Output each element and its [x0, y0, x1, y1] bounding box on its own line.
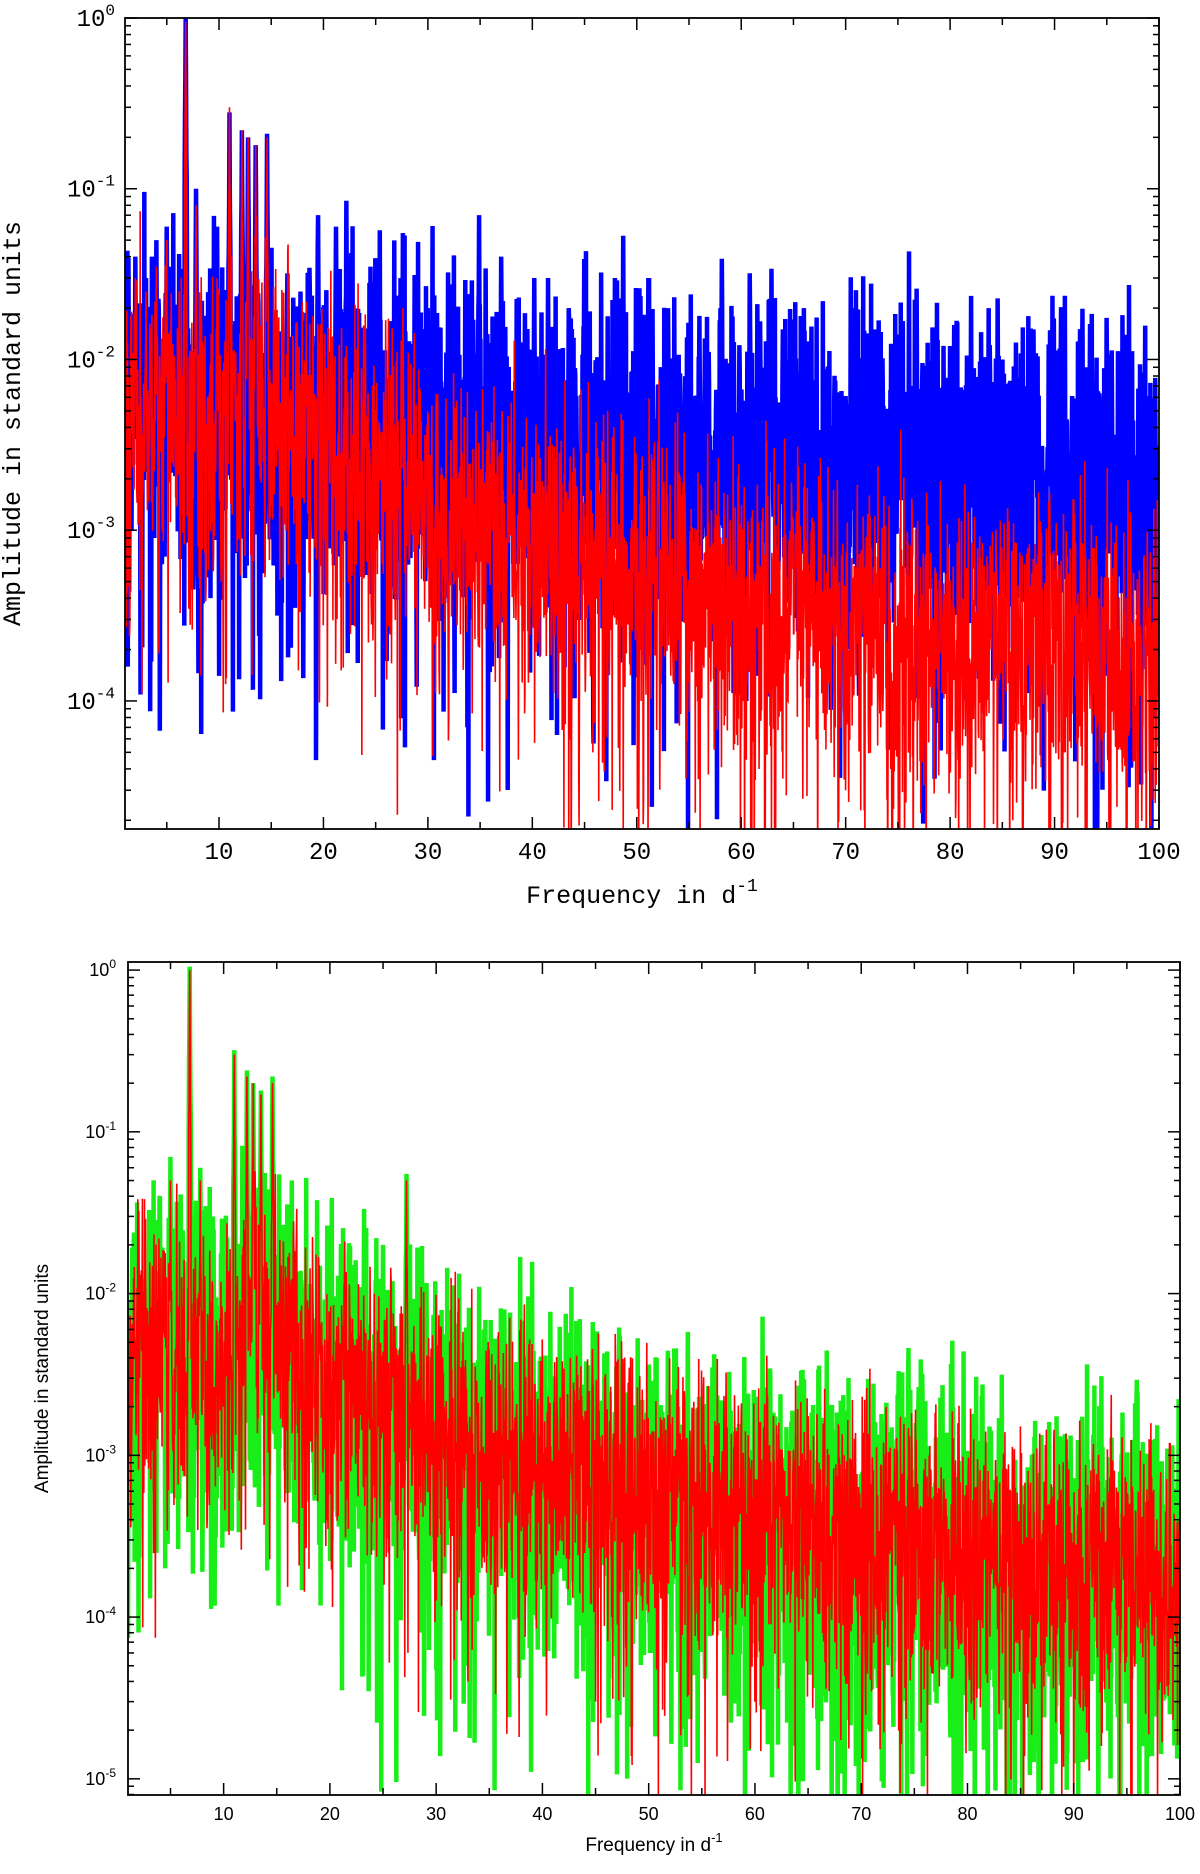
x-tick-label: 80 — [936, 840, 965, 867]
x-axis-label: Frequency in d-1 — [526, 877, 758, 911]
y-tick-label: 10-5 — [85, 1766, 116, 1789]
bottom-chart-panel: 10 20 30 40 50 60 70 80 90 100 100 10-1 10-2 10-3 10-4… — [32, 957, 1195, 1856]
x-tick-label: 70 — [851, 1804, 871, 1824]
y-tick-label: 10-1 — [85, 1119, 116, 1142]
x-tick-label: 60 — [745, 1804, 765, 1824]
x-tick-label: 10 — [214, 1804, 234, 1824]
series-line-1 — [125, 18, 1159, 829]
y-tick-label: 10-2 — [85, 1281, 116, 1304]
y-tick-label: 10-4 — [67, 685, 115, 717]
top-chart-panel: 10 20 30 40 50 60 70 80 90 100 100 10-1 10-2 10-3 10-4… — [0, 2, 1181, 911]
x-tick-label: 100 — [1165, 1804, 1195, 1824]
x-tick-label: 50 — [622, 840, 651, 867]
y-axis-label: Amplitude in standard units — [0, 221, 28, 626]
y-tick-label: 10-3 — [67, 514, 115, 546]
x-tick-label: 40 — [532, 1804, 552, 1824]
x-axis-label: Frequency in d-1 — [585, 1830, 722, 1856]
series-line-2 — [128, 970, 1180, 1795]
x-tick-label: 80 — [957, 1804, 977, 1824]
y-tick-label: 10-1 — [67, 173, 115, 205]
x-tick-label: 90 — [1064, 1804, 1084, 1824]
y-tick-label: 10-2 — [67, 343, 115, 375]
x-tick-label: 70 — [831, 840, 860, 867]
x-tick-label: 20 — [309, 840, 338, 867]
y-tick-label: 100 — [77, 2, 115, 34]
x-tick-label: 10 — [205, 840, 234, 867]
y-tick-label: 10-4 — [85, 1604, 116, 1627]
series-line-2 — [125, 21, 1159, 829]
x-tick-label: 40 — [518, 840, 547, 867]
x-tick-label: 60 — [727, 840, 756, 867]
x-tick-label: 20 — [320, 1804, 340, 1824]
x-tick-label: 90 — [1040, 840, 1069, 867]
x-tick-label: 50 — [639, 1804, 659, 1824]
x-tick-label: 100 — [1137, 840, 1180, 867]
y-axis-label: Amplitude in standard units — [32, 1264, 53, 1493]
y-tick-label: 100 — [89, 957, 116, 980]
x-tick-label: 30 — [426, 1804, 446, 1824]
plot-frame — [124, 17, 1160, 830]
x-tick-label: 30 — [413, 840, 442, 867]
y-tick-label: 10-3 — [85, 1442, 116, 1465]
